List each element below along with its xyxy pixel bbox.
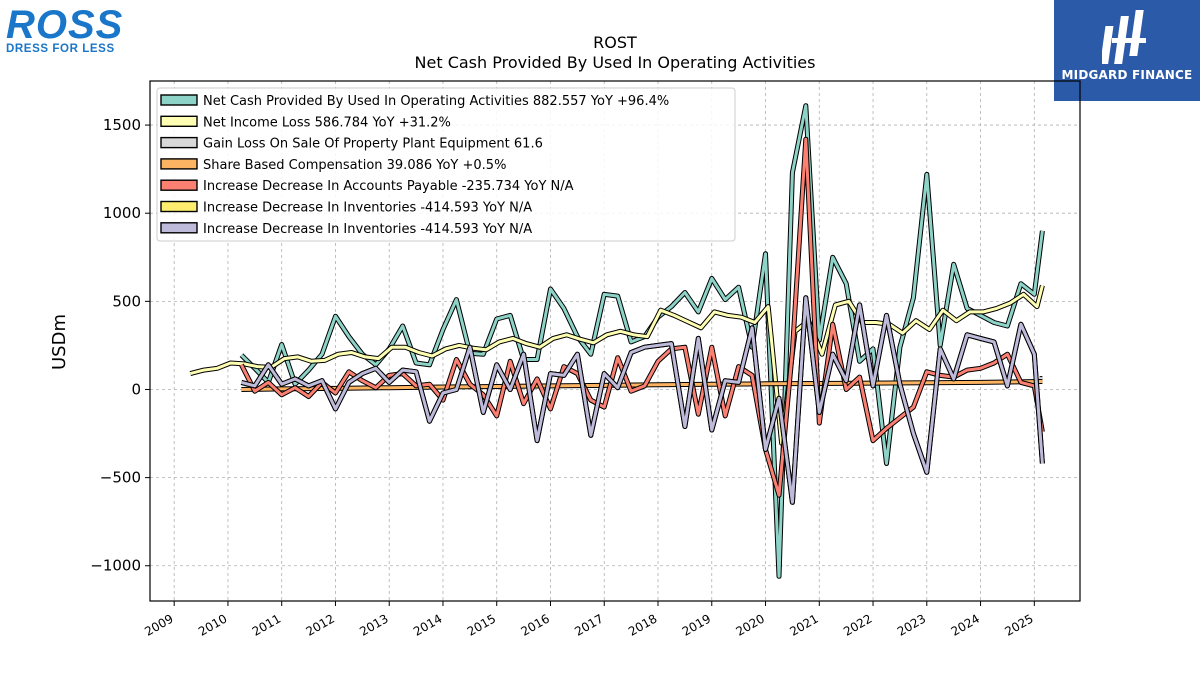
midgard-emblem-icon [1102,10,1146,64]
ross-logo: ROSS DRESS FOR LESS [4,3,144,56]
chart-title: ROST [593,33,637,52]
plot-frame [149,80,1081,602]
chart-subtitle: Net Cash Provided By Used In Operating A… [415,53,816,72]
legend-label: Net Cash Provided By Used In Operating A… [203,94,669,109]
x-tick-label: 2013 [357,611,390,638]
x-tick-label: 2016 [519,611,552,638]
legend-label: Increase Decrease In Accounts Payable -2… [203,179,574,194]
x-tick-label: 2018 [626,611,659,638]
x-tick-label: 2009 [142,611,175,638]
x-tick-label: 2011 [250,611,283,638]
x-tick-label: 2025 [1002,611,1035,638]
series-6-group [240,295,1045,505]
ross-logo-wordmark: ROSS [6,4,123,47]
series-6-line [241,296,1044,504]
x-tick-label: 2024 [949,611,982,638]
legend-box [156,87,736,242]
legend-swatch [160,222,198,234]
x-tick-label: 2022 [841,611,874,638]
x-tick-label: 2020 [734,611,767,638]
series-7-outline [240,295,1045,505]
legend-label: Increase Decrease In Inventories -414.59… [203,222,532,237]
ross-logo-tagline: DRESS FOR LESS [6,43,115,55]
legend-swatch [160,136,198,149]
series-lines [189,103,1045,579]
legend-label: Share Based Compensation 39.086 YoY +0.5… [203,158,506,173]
x-tick-label: 2021 [787,611,820,638]
x-axis-ticks: 2009 2010 2011 2012 2013 2014 2015 2016 2017 2018… [142,601,1036,639]
legend-swatch [160,179,198,191]
series-5-group [239,136,1045,498]
y-tick-label: 0 [131,380,141,398]
x-tick-label: 2023 [895,611,928,638]
series-2-group [189,284,1045,446]
y-tick-label: 500 [112,292,141,310]
x-tick-label: 2019 [680,611,713,638]
legend-swatch [160,94,198,106]
legend-swatch [160,115,198,128]
legend-label: Increase Decrease In Inventories -414.59… [203,201,532,216]
midgard-logo-text: MIDGARD FINANCE [1061,68,1193,82]
series-2-line [189,285,1044,445]
y-tick-label: −1000 [90,557,141,575]
series-6-outline [240,295,1045,505]
y-axis-ticks: −1000 −500 0 500 1000 1500 [90,116,150,575]
x-tick-label: 2017 [572,611,605,638]
series-7-line [241,296,1044,504]
y-tick-label: 1500 [103,116,141,134]
legend-label: Net Income Loss 586.784 YoY +31.2% [203,115,451,130]
y-tick-label: 1000 [103,204,141,222]
legend-label: Gain Loss On Sale Of Property Plant Equi… [203,137,543,152]
legend-swatch [160,158,198,170]
legend: Net Cash Provided By Used In Operating A… [156,87,736,242]
series-5-line [240,137,1044,497]
x-tick-label: 2014 [411,611,444,638]
midgard-finance-logo: MIDGARD FINANCE [1054,0,1200,101]
y-axis-label: USDm [49,314,70,370]
legend-swatch [160,200,198,213]
y-tick-label: −500 [100,469,141,487]
x-tick-label: 2012 [304,611,337,638]
x-tick-label: 2015 [465,611,498,638]
series-7-group [240,295,1045,505]
x-tick-label: 2010 [196,611,229,638]
